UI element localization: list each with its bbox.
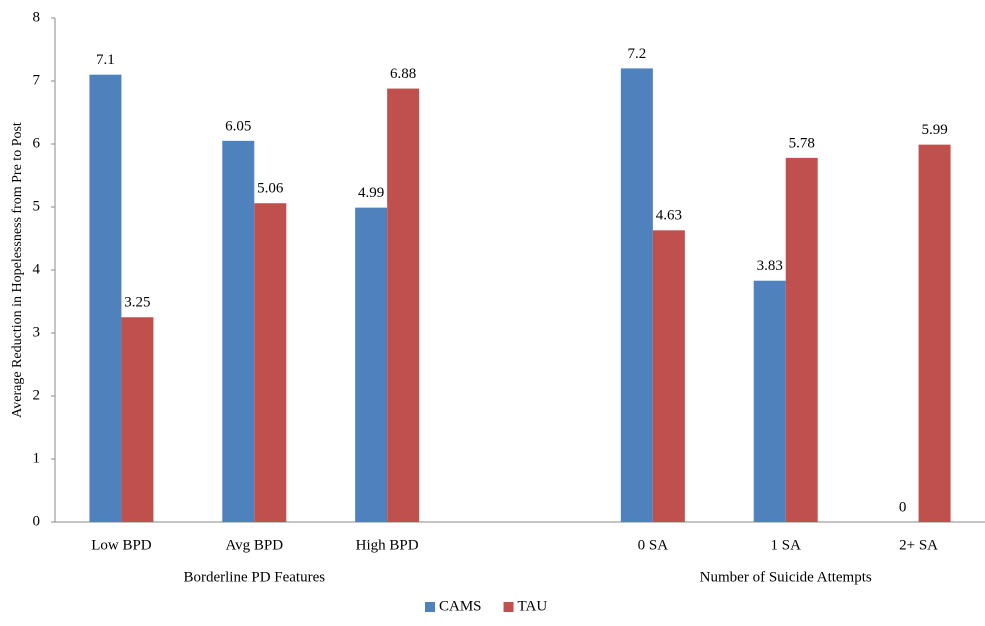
x-tick-label: 1 SA <box>770 537 801 553</box>
bar <box>355 207 388 522</box>
bar <box>620 68 653 523</box>
data-label: 4.99 <box>358 185 384 201</box>
y-tick-label: 7 <box>33 72 41 88</box>
data-label: 6.05 <box>225 118 251 134</box>
bar <box>222 140 255 522</box>
legend-swatch <box>425 602 435 612</box>
data-label: 7.1 <box>96 52 115 68</box>
data-label: 5.78 <box>789 135 815 151</box>
x-tick-label: 2+ SA <box>899 537 938 553</box>
group-label: Borderline PD Features <box>183 569 325 585</box>
y-tick-label: 4 <box>33 261 41 277</box>
legend-label: CAMS <box>439 598 482 614</box>
y-tick-label: 3 <box>33 324 41 340</box>
group-label: Number of Suicide Attempts <box>700 569 872 585</box>
x-tick-label: High BPD <box>356 537 419 553</box>
bar <box>89 74 122 522</box>
data-label: 4.63 <box>656 208 682 224</box>
bar <box>387 88 420 522</box>
x-tick-label: Avg BPD <box>225 537 283 553</box>
data-label: 3.25 <box>124 295 150 311</box>
legend-label: TAU <box>518 598 548 614</box>
bar <box>918 144 951 522</box>
y-axis-title: Average Reduction in Hopelessness from P… <box>10 122 25 418</box>
bar <box>652 230 685 522</box>
y-tick-label: 5 <box>33 198 41 214</box>
y-tick-label: 8 <box>33 9 41 25</box>
bar <box>785 157 818 523</box>
x-tick-label: 0 SA <box>638 537 669 553</box>
y-tick-label: 1 <box>33 450 41 466</box>
data-label: 0 <box>899 499 907 515</box>
bar <box>753 280 786 522</box>
x-tick-label: Low BPD <box>91 537 152 553</box>
bar <box>254 203 287 522</box>
data-label: 7.2 <box>627 46 646 62</box>
data-label: 3.83 <box>757 258 783 274</box>
data-label: 5.99 <box>921 122 947 138</box>
data-label: 6.88 <box>390 66 416 82</box>
y-tick-label: 6 <box>33 135 41 151</box>
data-label: 5.06 <box>257 181 284 197</box>
legend-swatch <box>503 602 514 612</box>
bar <box>121 317 154 522</box>
y-tick-label: 0 <box>33 513 41 529</box>
y-tick-label: 2 <box>33 387 41 403</box>
